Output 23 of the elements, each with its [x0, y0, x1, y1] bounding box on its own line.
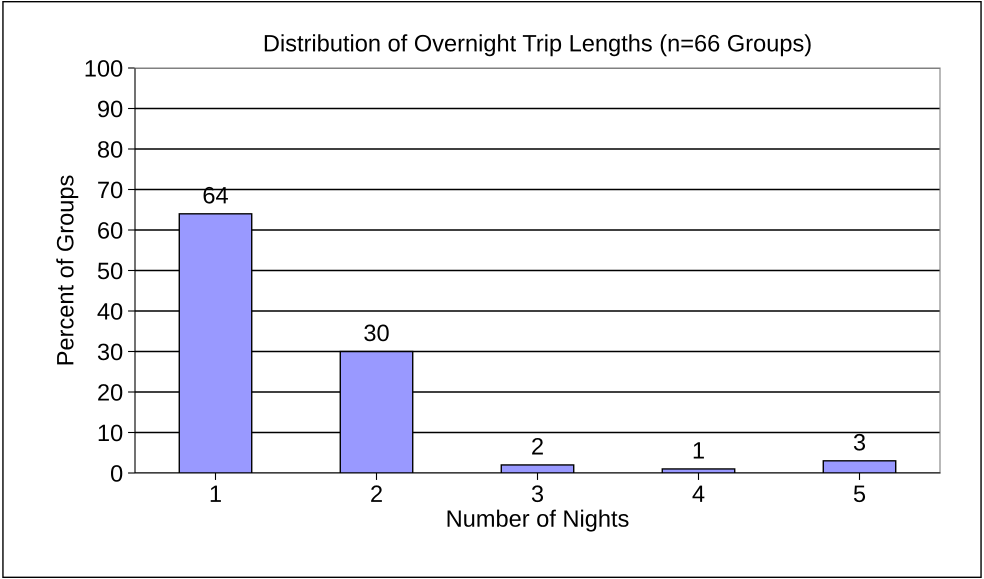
x-tick-label: 4 — [692, 486, 704, 502]
y-tick-label: 60 — [98, 222, 122, 239]
x-tick-label: 2 — [371, 485, 382, 502]
y-tick-label: 10 — [98, 424, 122, 442]
x-tick-label: 1 — [210, 486, 221, 502]
y-tick-label: 40 — [97, 303, 122, 320]
y-tick-label: 20 — [98, 384, 122, 401]
data-label: 30 — [364, 324, 389, 342]
y-tick-label: 70 — [98, 182, 122, 198]
y-tick-label: 80 — [98, 141, 122, 158]
x-tick-label: 3 — [532, 485, 544, 502]
data-label: 2 — [532, 438, 543, 454]
y-tick-label: 0 — [110, 465, 122, 482]
x-tick-label: 5 — [854, 486, 866, 502]
x-axis-title: Number of Nights — [448, 510, 629, 532]
y-tick-label: 50 — [98, 262, 122, 280]
data-label: 1 — [694, 442, 704, 458]
y-axis-title: Percent of Groups — [56, 176, 78, 364]
y-tick-label: 100 — [86, 60, 122, 77]
data-label: 3 — [854, 434, 866, 451]
y-tick-label: 30 — [98, 344, 122, 360]
y-tick-label: 90 — [98, 100, 122, 118]
chart-title: Distribution of Overnight Trip Lengths (n=66 Groups) — [264, 34, 811, 56]
